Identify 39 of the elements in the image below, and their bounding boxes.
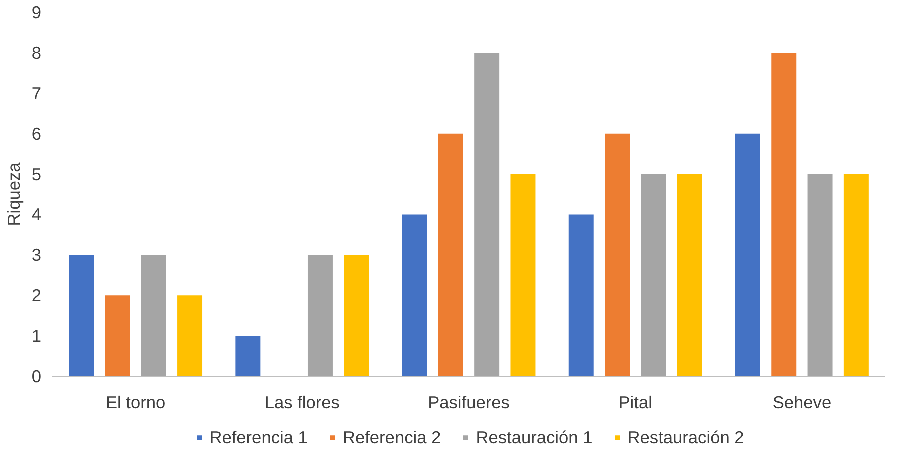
bar [568, 214, 594, 376]
x-tick-label: El torno [106, 392, 166, 412]
bar [510, 174, 536, 376]
bar [308, 255, 333, 376]
bar [178, 296, 203, 376]
x-tick-label: Pital [618, 392, 652, 412]
y-tick-label: 4 [32, 204, 42, 225]
bar [402, 214, 428, 376]
legend-label: Restauración 2 [628, 427, 744, 448]
y-tick-label: 3 [32, 245, 42, 266]
bar [844, 174, 869, 376]
x-tick-label: Seheve [772, 392, 832, 412]
bar [474, 52, 500, 376]
bar [344, 255, 370, 376]
bar [141, 255, 166, 376]
x-tick-label: Pasifueres [428, 392, 510, 412]
bar [641, 174, 666, 376]
bar [677, 174, 702, 376]
bar [69, 255, 94, 376]
y-axis-title: Riqueza [4, 162, 24, 226]
y-tick-label: 9 [32, 2, 42, 22]
legend-label: Referencia 2 [342, 427, 442, 448]
y-tick-label: 2 [32, 286, 42, 306]
bar [735, 134, 760, 376]
bar [808, 174, 833, 376]
bar [438, 134, 464, 376]
y-tick-label: 5 [32, 164, 42, 184]
y-tick-label: 7 [32, 83, 42, 104]
x-tick-label: Las flores [264, 392, 340, 412]
bar [236, 336, 261, 376]
bar [605, 134, 630, 376]
bar [772, 52, 797, 376]
y-tick-label: 1 [32, 326, 42, 346]
bar [105, 296, 130, 376]
y-tick-label: 6 [32, 124, 42, 144]
y-tick-label: 8 [32, 42, 42, 63]
y-tick-label: 0 [32, 366, 42, 386]
legend-label: Referencia 1 [210, 427, 308, 448]
legend-label: Restauración 1 [476, 427, 593, 448]
